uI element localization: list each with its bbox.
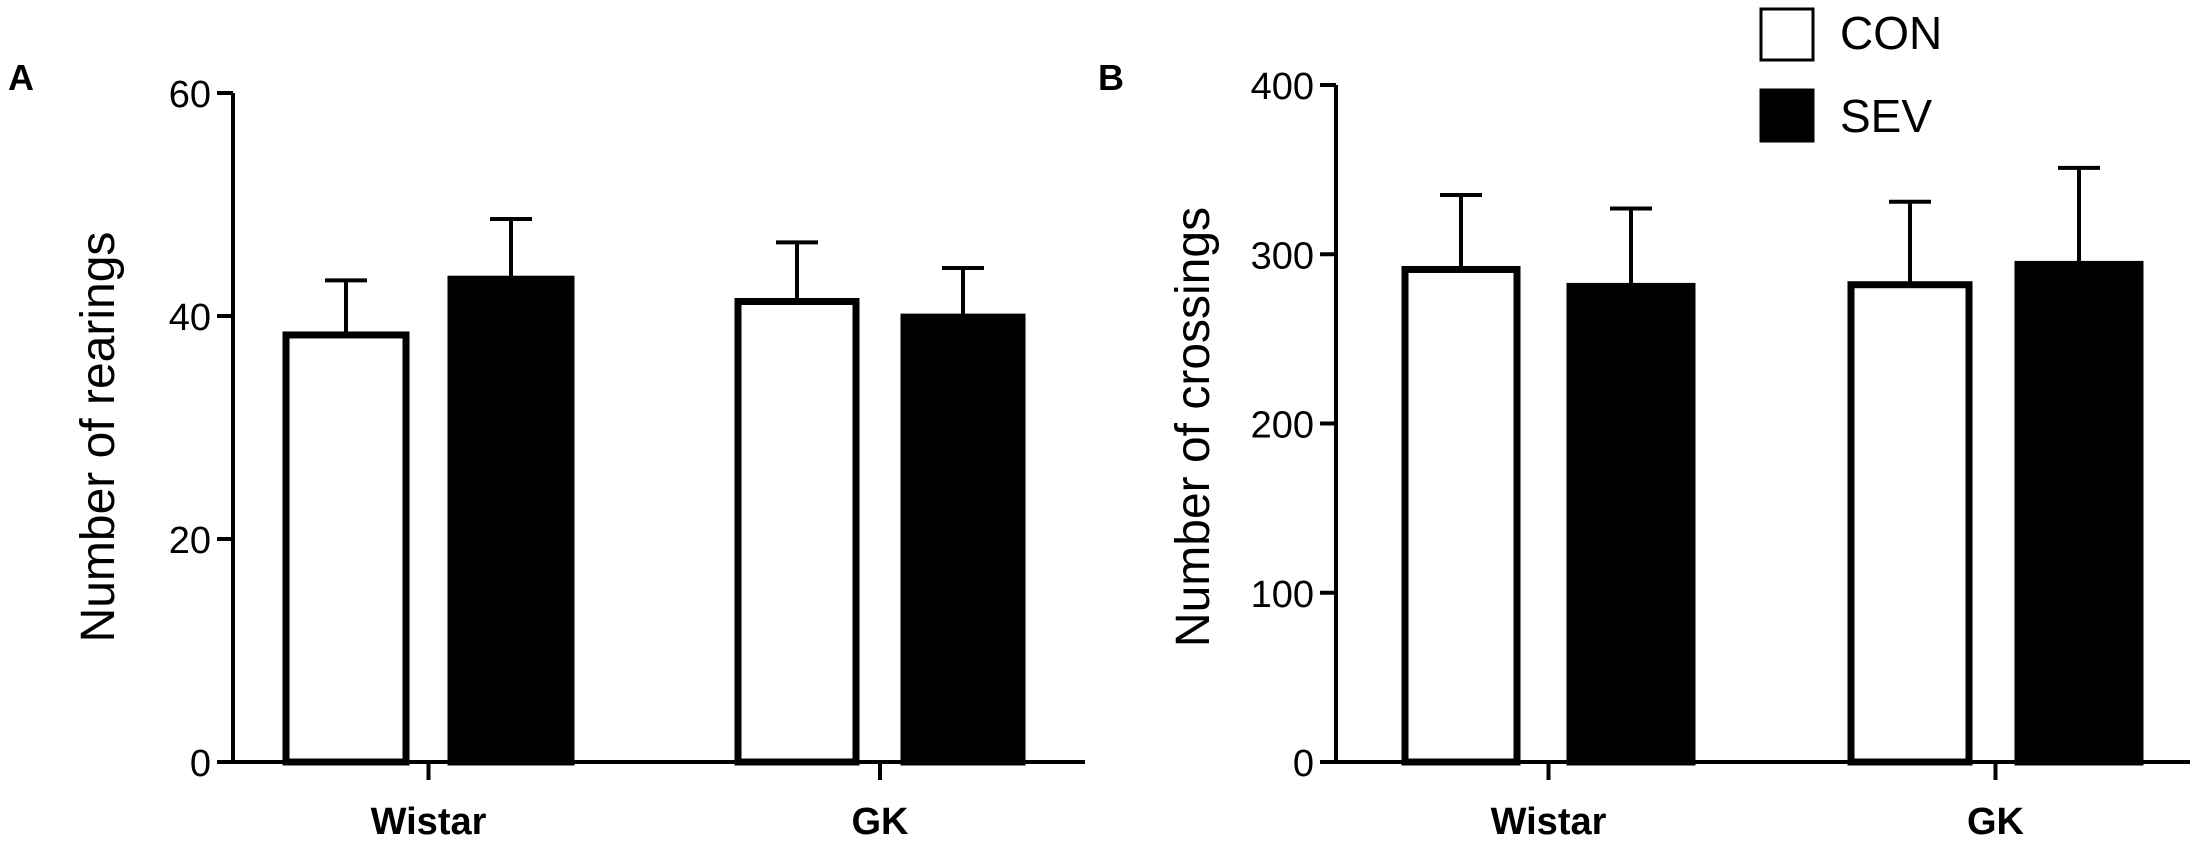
panel-a-y-ticks: 0 20 40 60 xyxy=(169,74,233,785)
panel-b-bars xyxy=(1401,260,2144,766)
panel-b-y-tick-label: 300 xyxy=(1251,235,1314,277)
panel-a-bars xyxy=(282,275,1026,766)
panel-a-chart: A Number of rearings 0 20 40 60 Wistar GK xyxy=(8,57,1085,843)
panel-a-x-tick-label: GK xyxy=(852,801,910,843)
panel-a-bar-wistar-sev xyxy=(447,275,575,766)
panel-b-y-ticks: 0 100 200 300 400 xyxy=(1251,66,1336,785)
legend-label-con: CON xyxy=(1840,7,1942,59)
panel-b-y-axis-label: Number of crossings xyxy=(1167,207,1220,647)
panel-a-bar-gk-sev xyxy=(900,313,1026,766)
panel-b-x-tick-label: Wistar xyxy=(1491,801,1607,843)
panel-b-bar-gk-con xyxy=(1847,281,1973,766)
panel-b-bar-wistar-sev xyxy=(1566,282,1696,766)
panel-a-bar-gk-con xyxy=(734,298,860,766)
panel-b-bar-gk-sev xyxy=(2014,260,2144,766)
panel-b-y-tick-label: 0 xyxy=(1293,743,1314,785)
panel-a-error-bars xyxy=(325,216,984,335)
panel-a-y-tick-label: 20 xyxy=(169,520,211,562)
panel-a-x-tick-label: Wistar xyxy=(371,801,487,843)
legend-swatch-sev xyxy=(1759,88,1815,143)
panel-b-chart: B Number of crossings 0 100 200 300 400 Wist… xyxy=(1098,57,2190,843)
panel-b-y-tick-label: 400 xyxy=(1251,66,1314,108)
panel-a-letter: A xyxy=(8,57,34,98)
panel-b-letter: B xyxy=(1098,57,1124,98)
panel-a-bar-wistar-con xyxy=(282,331,410,766)
legend-swatch-con xyxy=(1759,7,1815,62)
panel-a-y-tick-label: 40 xyxy=(169,297,211,339)
panel-b-x-tick-label: GK xyxy=(1967,801,2025,843)
panel-a-y-tick-label: 0 xyxy=(190,743,211,785)
panel-b-y-tick-label: 200 xyxy=(1251,405,1314,447)
panel-a-y-tick-label: 60 xyxy=(169,74,211,116)
panel-a-x-ticks: Wistar GK xyxy=(371,762,909,843)
panel-b-error-bars xyxy=(1440,165,2100,287)
panel-b-x-ticks: Wistar GK xyxy=(1491,762,2025,843)
panel-a-y-axis-label: Number of rearings xyxy=(72,232,125,643)
legend-label-sev: SEV xyxy=(1840,90,1932,142)
panel-b-bar-wistar-con xyxy=(1401,265,1521,766)
legend: CON SEV xyxy=(1759,7,1942,143)
panel-b-y-tick-label: 100 xyxy=(1251,574,1314,616)
